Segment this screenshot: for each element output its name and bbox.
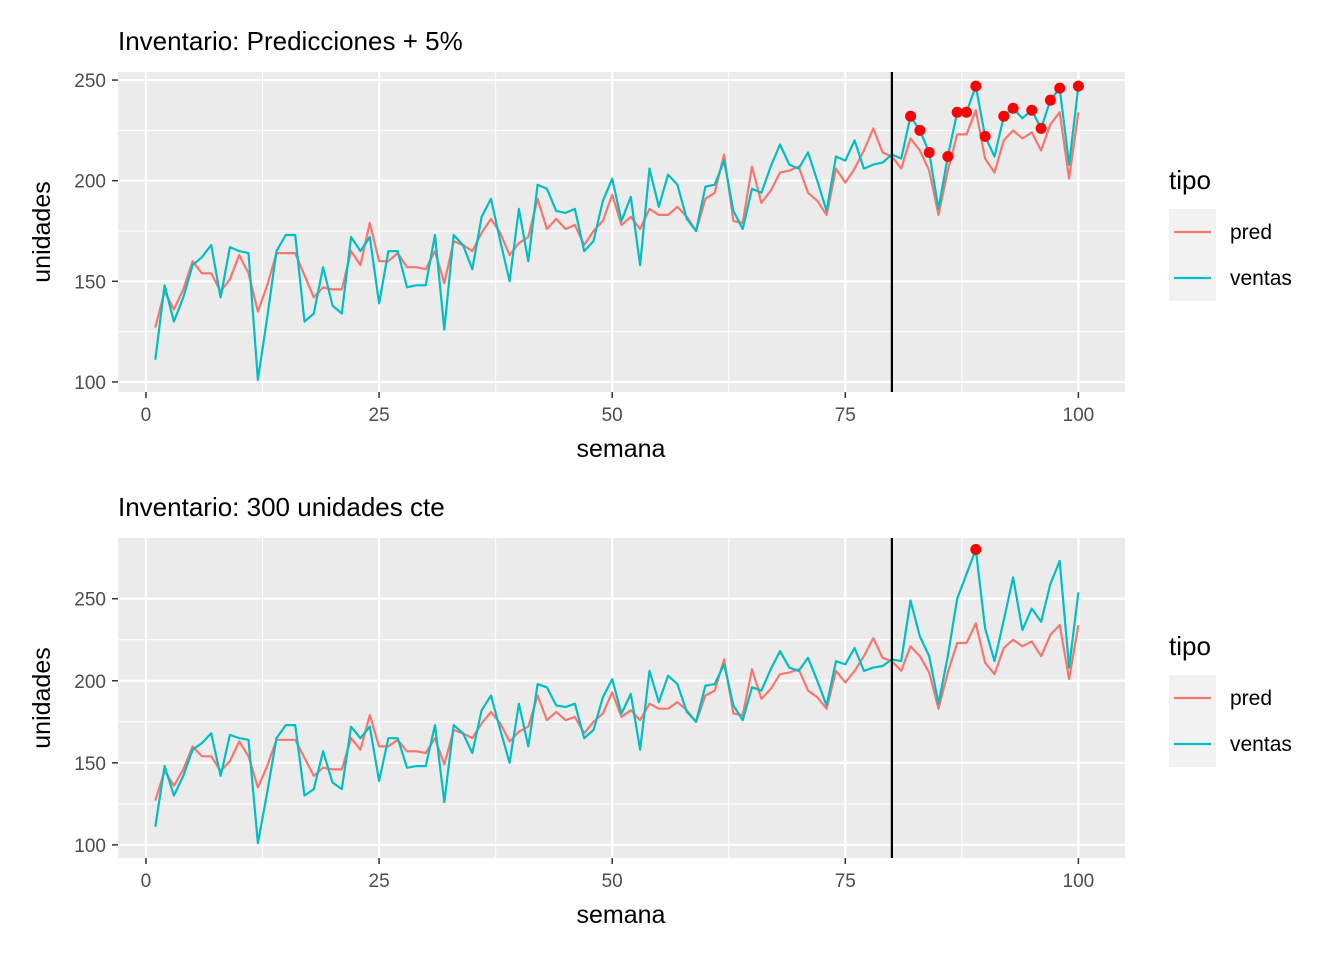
highlight-point — [942, 151, 954, 163]
y-tick-label: 150 — [74, 754, 106, 775]
y-axis-label: unidades — [28, 647, 56, 748]
grid — [118, 72, 1125, 392]
x-tick-label: 0 — [141, 405, 152, 426]
x-tick-label: 100 — [1063, 405, 1095, 426]
highlight-point — [979, 130, 991, 142]
grid — [118, 538, 1125, 858]
y-tick-label: 200 — [74, 172, 106, 193]
x-tick-label: 75 — [835, 405, 856, 426]
y-tick-label: 100 — [74, 836, 106, 857]
highlight-point — [1054, 82, 1066, 94]
highlight-point — [923, 147, 935, 159]
highlight-point — [1044, 94, 1056, 106]
y-tick-label: 250 — [74, 590, 106, 611]
x-tick-label: 50 — [602, 405, 623, 426]
series-line-ventas — [154, 84, 1080, 381]
highlight-point — [1072, 80, 1084, 92]
x-tick-label: 50 — [602, 871, 623, 892]
y-tick-label: 150 — [74, 272, 106, 293]
legend: tipo pred ventas — [1169, 631, 1292, 767]
y-axis-label: unidades — [28, 181, 56, 282]
plot-background — [118, 538, 1125, 858]
x-axis-label: semana — [577, 435, 666, 463]
chart-title: Inventario: Predicciones + 5% — [118, 26, 463, 56]
legend-label-pred: pred — [1230, 687, 1272, 710]
x-axis-label: semana — [577, 901, 666, 929]
highlight-point — [970, 80, 982, 92]
highlight-point — [970, 543, 982, 555]
highlight-point — [914, 124, 926, 136]
highlight-points — [905, 80, 1084, 163]
series-lines — [154, 548, 1080, 845]
highlight-point — [960, 106, 972, 118]
x-tick-label: 25 — [369, 871, 390, 892]
x-tick-label: 100 — [1063, 871, 1095, 892]
chart-title: Inventario: 300 unidades cte — [118, 492, 445, 522]
y-tick-label: 200 — [74, 672, 106, 693]
series-lines — [154, 84, 1080, 381]
x-tick-label: 75 — [835, 871, 856, 892]
series-line-ventas — [154, 548, 1080, 845]
highlight-point — [1035, 122, 1047, 134]
y-tick-label: 250 — [74, 71, 106, 92]
y-tick-label: 100 — [74, 373, 106, 394]
panel-predicciones: Inventario: Predicciones + 5% 0 25 50 75 100… — [28, 26, 1292, 463]
legend-label-ventas: ventas — [1230, 267, 1292, 290]
plot-background — [118, 72, 1125, 392]
series-line-pred — [154, 109, 1080, 328]
x-tick-label: 25 — [369, 405, 390, 426]
x-tick-label: 0 — [141, 871, 152, 892]
legend-title: tipo — [1169, 165, 1211, 195]
legend-label-pred: pred — [1230, 221, 1272, 244]
highlight-points — [970, 543, 982, 555]
highlight-point — [998, 110, 1010, 122]
legend-title: tipo — [1169, 631, 1211, 661]
highlight-point — [1026, 104, 1038, 116]
highlight-point — [951, 106, 963, 118]
legend: tipo pred ventas — [1169, 165, 1292, 301]
axis-ticks: 0 25 50 75 100 100 150 200 250 — [74, 71, 1094, 426]
legend-label-ventas: ventas — [1230, 733, 1292, 756]
axis-ticks: 0 25 50 75 100 100 150 200 250 — [74, 590, 1094, 892]
panel-300-unidades: Inventario: 300 unidades cte 0 25 50 75 100 1… — [28, 492, 1292, 929]
highlight-point — [1007, 102, 1019, 114]
highlight-point — [905, 110, 917, 122]
series-line-pred — [154, 622, 1080, 801]
